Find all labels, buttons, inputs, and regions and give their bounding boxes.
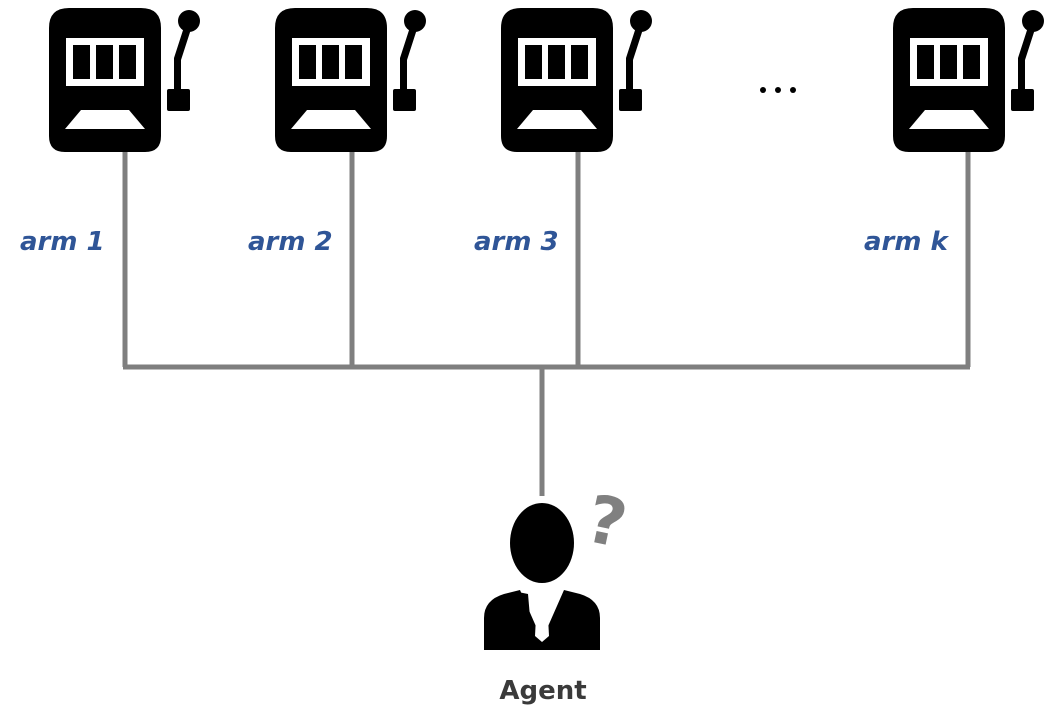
ellipsis-icon (760, 87, 796, 93)
person-icon (484, 503, 600, 650)
question-mark: ? (580, 480, 633, 563)
slot-machine-icon-3 (501, 8, 652, 152)
arm-label-k: arm k (864, 227, 950, 257)
slot-machine-icon-1 (49, 8, 200, 152)
slot-machine-icon-k (893, 8, 1044, 152)
arm-label-3: arm 3 (474, 227, 559, 257)
arm-label-2: arm 2 (248, 227, 333, 257)
agent-label: Agent (499, 676, 586, 706)
connector-lines (122, 148, 971, 496)
arm-label-1: arm 1 (20, 227, 105, 257)
slot-machine-icon-2 (275, 8, 426, 152)
